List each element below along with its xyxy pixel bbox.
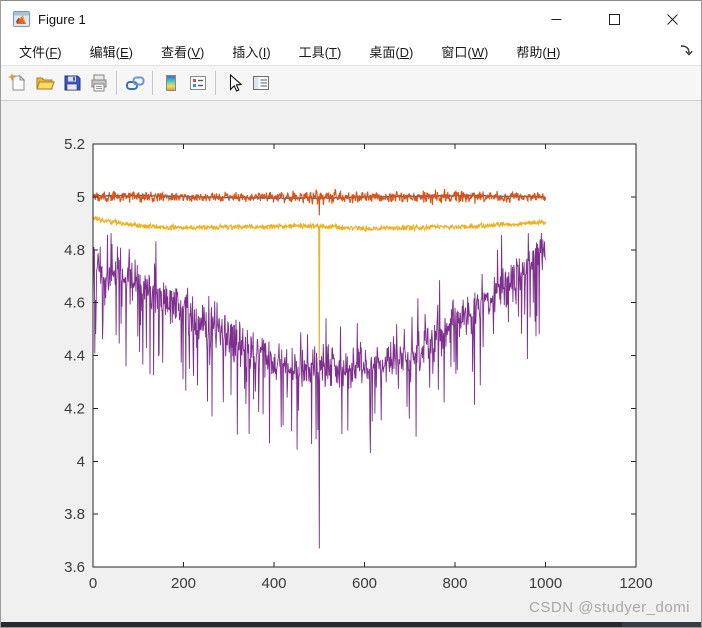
save-button[interactable] bbox=[58, 69, 85, 97]
edit-plot-arrow-icon bbox=[229, 73, 243, 92]
x-tick-label: 200 bbox=[171, 575, 196, 592]
y-tick-label: 3.8 bbox=[64, 506, 85, 523]
menu-window[interactable]: 窗口(W) bbox=[441, 44, 489, 60]
menu-tools[interactable]: 工具(T) bbox=[298, 44, 342, 60]
x-tick-label: 400 bbox=[261, 575, 286, 592]
new-figure-button[interactable] bbox=[4, 69, 31, 97]
dock-figure-arrow-icon[interactable] bbox=[679, 43, 693, 57]
toolbar-separator bbox=[116, 71, 117, 95]
x-tick-label: 800 bbox=[442, 575, 467, 592]
menu-bar: 文件(F) 编辑(E) 查看(V) 插入(I) 工具(T) 桌面(D) 窗口(W… bbox=[1, 37, 701, 65]
open-file-icon bbox=[35, 77, 55, 90]
x-tick-label: 0 bbox=[89, 575, 97, 592]
y-tick-label: 4.2 bbox=[64, 400, 85, 417]
series-4-purple-line bbox=[92, 232, 546, 549]
y-tick-label: 4.6 bbox=[64, 295, 85, 312]
close-button[interactable] bbox=[643, 1, 701, 37]
figure-toolbar bbox=[1, 65, 701, 101]
window-title: Figure 1 bbox=[38, 11, 86, 27]
save-icon bbox=[64, 75, 80, 91]
plot-background bbox=[93, 144, 636, 567]
minimize-icon bbox=[551, 18, 561, 20]
x-tick-label: 1200 bbox=[619, 575, 652, 592]
insert-colorbar-button[interactable] bbox=[157, 69, 184, 97]
menu-file[interactable]: 文件(F) bbox=[19, 44, 62, 60]
y-tick-label: 5.2 bbox=[64, 136, 85, 153]
plot-axes: 0 200 400 600 800 1000 1200 3.6 3.8 4 4.2 4.4 4.6 4.8… bbox=[64, 136, 653, 592]
property-inspector-icon bbox=[252, 76, 269, 90]
minimize-button[interactable] bbox=[527, 1, 585, 37]
maximize-icon bbox=[608, 13, 620, 25]
y-tick-label: 4 bbox=[77, 453, 85, 470]
maximize-button[interactable] bbox=[585, 1, 643, 37]
y-tick-label: 4.8 bbox=[64, 242, 85, 259]
watermark-text: CSDN @studyer_domi bbox=[529, 599, 690, 616]
series-2-orange-line bbox=[92, 188, 547, 216]
y-tick-label: 5 bbox=[77, 189, 85, 206]
print-icon bbox=[91, 74, 106, 92]
close-icon bbox=[666, 13, 678, 25]
toolbar-separator bbox=[152, 71, 153, 95]
y-tick-label: 3.6 bbox=[64, 559, 85, 576]
menu-insert[interactable]: 插入(I) bbox=[232, 44, 271, 60]
matlab-figure-icon bbox=[13, 11, 30, 27]
link-plot-icon bbox=[125, 76, 144, 90]
link-plot-button[interactable] bbox=[121, 69, 148, 97]
menu-view[interactable]: 查看(V) bbox=[161, 44, 205, 60]
figure-canvas-area: 0 200 400 600 800 1000 1200 3.6 3.8 4 4.2 4.4 4.6 4.8… bbox=[1, 102, 701, 624]
new-figure-icon bbox=[7, 73, 25, 91]
property-inspector-button[interactable] bbox=[247, 69, 274, 97]
print-button[interactable] bbox=[85, 69, 112, 97]
edit-plot-button[interactable] bbox=[220, 69, 247, 97]
menu-help[interactable]: 帮助(H) bbox=[516, 44, 561, 60]
taskbar-segment bbox=[622, 622, 701, 627]
insert-legend-button[interactable] bbox=[184, 69, 211, 97]
x-tick-label: 600 bbox=[352, 575, 377, 592]
window-controls bbox=[527, 1, 701, 37]
menu-edit[interactable]: 编辑(E) bbox=[89, 44, 133, 60]
insert-legend-icon bbox=[189, 76, 206, 90]
y-tick-label: 4.4 bbox=[64, 348, 85, 365]
toolbar-separator bbox=[215, 71, 216, 95]
taskbar-sliver bbox=[1, 622, 701, 627]
title-bar[interactable]: Figure 1 bbox=[1, 1, 701, 37]
insert-colorbar-icon bbox=[165, 75, 176, 91]
x-tick-label: 1000 bbox=[529, 575, 562, 592]
open-file-button[interactable] bbox=[31, 69, 58, 97]
menu-desktop[interactable]: 桌面(D) bbox=[369, 44, 414, 60]
